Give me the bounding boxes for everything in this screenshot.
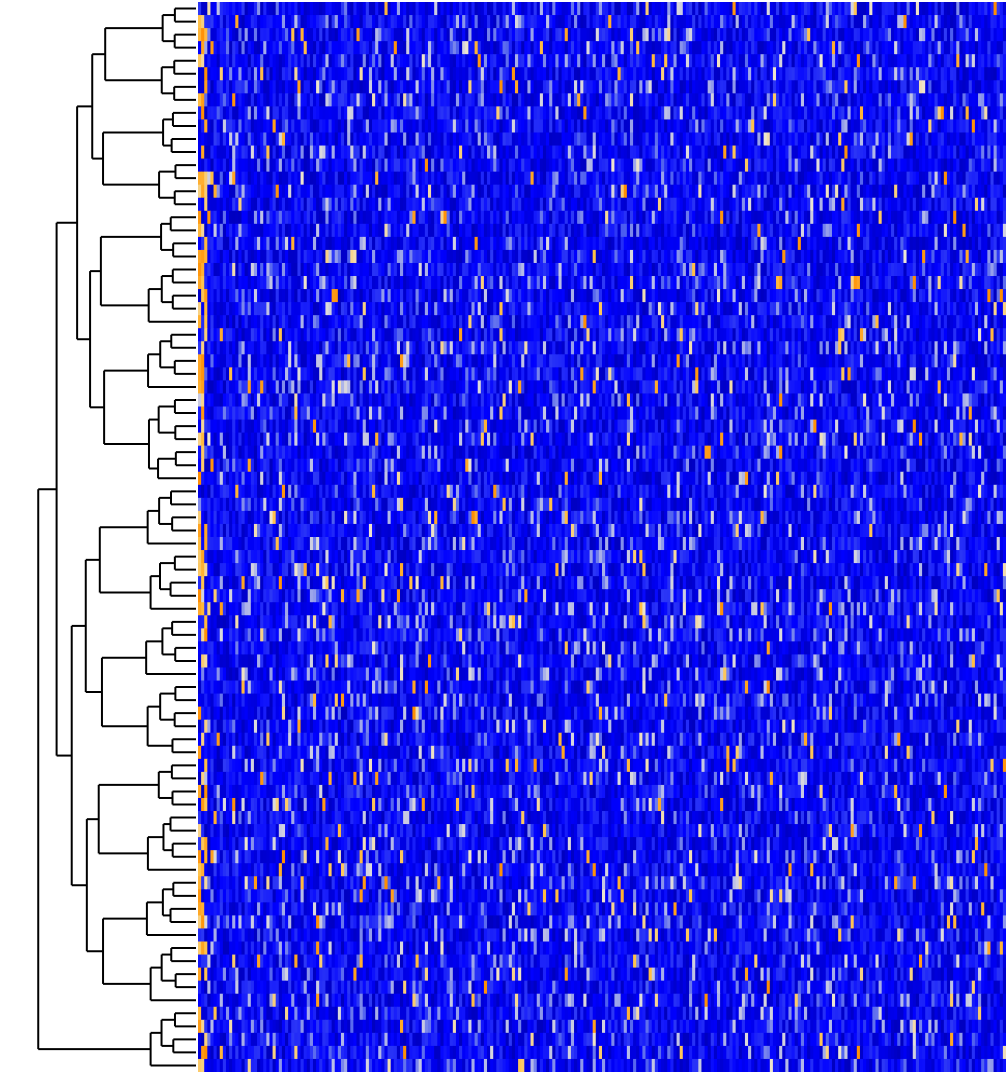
row-dendrogram (38, 9, 196, 1066)
heatmap-grid (198, 2, 1006, 1072)
